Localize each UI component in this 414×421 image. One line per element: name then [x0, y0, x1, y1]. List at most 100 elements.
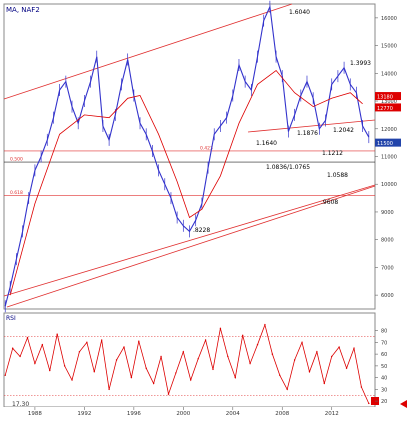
rsi-point: [197, 358, 199, 360]
rsi-point: [368, 402, 370, 405]
scroll-arrow-icon[interactable]: [400, 400, 407, 408]
rsi-point: [71, 379, 73, 381]
rsi-point: [19, 355, 21, 358]
rsi-point: [63, 365, 66, 367]
rsi-point: [204, 339, 207, 341]
rsi-point: [345, 367, 348, 369]
main-layer: 6000 7000 8000 9000 10000 11000 12000 13000 1400…: [3, 0, 401, 417]
rsi-point: [249, 362, 251, 365]
rsi-point: [167, 393, 170, 395]
rsi-point: [93, 371, 95, 373]
rsi-y-tick-label: 30: [381, 387, 387, 393]
y-tick-label: 11000: [381, 155, 397, 161]
channel-lower-line: [3, 184, 376, 297]
rsi-footer-label: 17.30: [12, 401, 29, 408]
chart-annotation: 1.0836/1.0765: [266, 164, 310, 171]
rsi-point: [160, 355, 162, 358]
x-tick-label: 2012: [325, 411, 339, 417]
rsi-point: [308, 371, 311, 373]
x-tick-label: 2008: [275, 411, 289, 417]
rsi-point: [100, 339, 103, 341]
rsi-point: [175, 372, 177, 374]
chart-annotation: 1.2042: [333, 127, 354, 134]
rsi-series-line: [4, 323, 370, 404]
moving-average-line: [9, 69, 363, 296]
rsi-y-tick-label: 50: [381, 364, 387, 370]
channel-upper-line: [3, 3, 293, 100]
rsi-point: [41, 344, 44, 346]
y-tick-label: 13000: [381, 99, 397, 105]
rsi-y-tick-label: 80: [381, 329, 387, 335]
x-tick-label: 2000: [176, 411, 190, 417]
rsi-point: [26, 336, 29, 339]
y-tick-label: 12000: [381, 127, 397, 133]
rsi-y-tick-label: 40: [381, 376, 387, 382]
rsi-point: [293, 359, 296, 361]
rsi-point: [78, 351, 81, 353]
rsi-point: [286, 388, 288, 391]
chart-annotation: 1.1212: [322, 150, 343, 157]
rsi-point: [331, 355, 333, 358]
channel-lower-line-2: [6, 185, 376, 308]
price-label-box: [375, 103, 401, 112]
rsi-layer: 20 30 40 50 60 70 80: [4, 323, 387, 405]
rsi-point: [301, 341, 303, 344]
x-tick-label: 1988: [28, 411, 42, 417]
rsi-point: [182, 351, 185, 353]
chart-annotation: 1.6040: [289, 9, 310, 16]
chart-annotation: 1.1876: [297, 130, 318, 137]
rsi-y-tick-label: 60: [381, 352, 387, 358]
rsi-y-tick-label: 20: [381, 399, 387, 405]
x-axis-band: [0, 407, 414, 417]
rsi-point: [234, 376, 236, 379]
rsi-point: [152, 382, 155, 385]
x-tick-label: 2004: [226, 411, 240, 417]
rsi-point: [49, 369, 51, 372]
rsi-point: [11, 347, 14, 349]
rsi-panel-frame: [3, 312, 376, 408]
y-tick-label: 14000: [381, 71, 397, 77]
price-label-text: 13180: [377, 95, 393, 101]
rsi-point: [56, 333, 58, 335]
rsi-point: [190, 379, 192, 381]
rsi-point: [338, 346, 340, 348]
y-tick-label: 16000: [381, 16, 397, 22]
y-tick-label: 10000: [381, 182, 397, 188]
rsi-point: [219, 327, 222, 329]
rsi-point: [145, 367, 147, 369]
chart-annotation: 1.3993: [350, 60, 371, 67]
price-label-text: 11500: [377, 141, 393, 147]
rsi-point: [316, 351, 318, 353]
y-tick-label: 9000: [381, 210, 394, 216]
price-series-line: [4, 4, 370, 307]
chart-annotation: .8228: [193, 227, 210, 234]
fib-level-tag: 0.423: [200, 145, 213, 151]
chart-annotation: 1.1640: [256, 140, 277, 147]
rsi-point: [264, 324, 266, 326]
y-tick-label: 15000: [381, 44, 397, 50]
main-chart-title: MA, NAF2: [6, 6, 40, 14]
price-label-box: [375, 138, 401, 147]
main-panel-frame: [3, 3, 376, 310]
price-label-box: [375, 92, 401, 101]
rsi-point: [34, 362, 36, 365]
rsi-point: [86, 341, 88, 344]
rsi-point: [271, 353, 274, 355]
rsi-point: [256, 344, 259, 346]
rsi-point: [279, 374, 281, 376]
fib-level-tag: 0.618: [10, 190, 23, 196]
rsi-y-tick-label: 70: [381, 340, 387, 346]
x-tick-label: 1992: [77, 411, 91, 417]
rsi-point: [123, 346, 125, 348]
rsi-point: [241, 334, 244, 337]
rsi-chart-title: RSI: [6, 315, 16, 322]
rsi-point: [130, 376, 133, 379]
x-tick-label: 1996: [127, 411, 141, 417]
support-line: [247, 119, 376, 133]
price-label-text: 12770: [377, 106, 393, 112]
chart-annotation: .9608: [321, 199, 338, 206]
rsi-point: [4, 374, 6, 376]
rsi-point: [323, 382, 325, 385]
